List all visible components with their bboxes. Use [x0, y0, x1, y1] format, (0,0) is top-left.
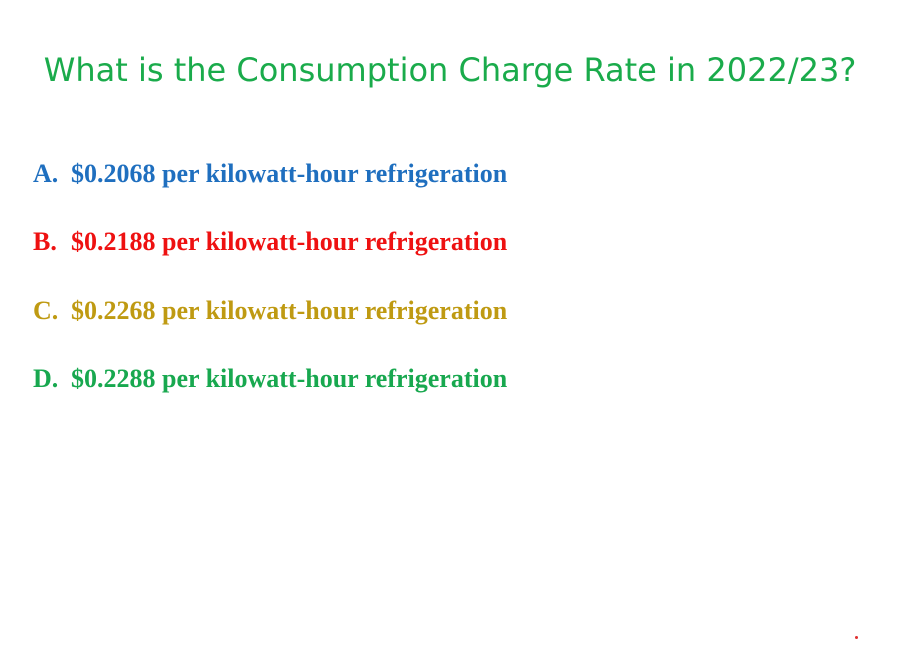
option-letter: B.	[33, 227, 57, 257]
option-letter: C.	[33, 295, 59, 325]
question-title: What is the Consumption Charge Rate in 2…	[43, 51, 857, 89]
option-text: $0.2188 per kilowatt-hour refrigeration	[71, 227, 508, 257]
option-text: $0.2288 per kilowatt-hour refrigeration	[71, 363, 508, 393]
answer-options-list: A. $0.2068 per kilowatt-hour refrigeratio…	[33, 157, 507, 430]
answer-option-c[interactable]: C. $0.2268 per kilowatt-hour refrigeratio…	[33, 294, 507, 328]
answer-option-a[interactable]: A. $0.2068 per kilowatt-hour refrigeratio…	[33, 157, 507, 191]
option-text: $0.2268 per kilowatt-hour refrigeration	[71, 295, 508, 325]
decorative-dot	[855, 636, 858, 639]
answer-option-d[interactable]: D. $0.2288 per kilowatt-hour refrigeratio…	[33, 362, 507, 396]
option-letter: D.	[33, 363, 59, 393]
option-letter: A.	[33, 159, 59, 188]
option-text: $0.2068 per kilowatt-hour refrigeration	[71, 159, 508, 188]
answer-option-b[interactable]: B. $0.2188 per kilowatt-hour refrigeratio…	[33, 225, 507, 259]
